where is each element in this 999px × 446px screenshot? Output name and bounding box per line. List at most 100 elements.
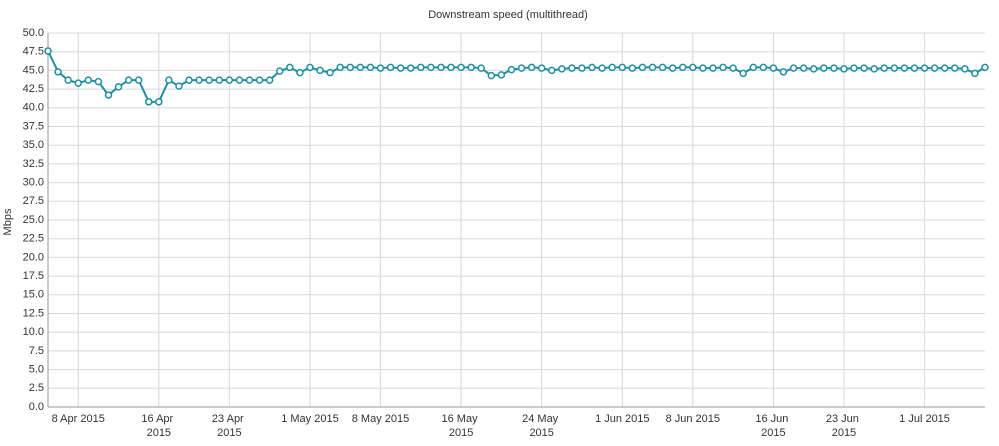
data-point	[356, 63, 365, 72]
data-point	[638, 63, 647, 72]
data-point	[860, 64, 868, 72]
data-point	[789, 64, 798, 72]
chart-title: Downstream speed (multithread)	[428, 9, 588, 21]
data-point	[457, 63, 465, 72]
y-tick-label: 40.0	[23, 102, 44, 114]
data-point	[628, 64, 637, 72]
data-point	[195, 76, 203, 84]
data-point	[527, 63, 536, 72]
data-point	[517, 64, 526, 72]
y-tick-label: 7.5	[29, 345, 44, 357]
data-point	[306, 63, 314, 72]
data-point	[235, 76, 244, 84]
data-point	[840, 65, 848, 73]
data-point	[537, 64, 546, 72]
data-point	[225, 76, 234, 84]
data-point	[74, 79, 82, 87]
y-tick-label: 10.0	[23, 326, 44, 338]
data-point	[699, 64, 707, 72]
data-point	[134, 76, 143, 84]
data-point	[981, 63, 989, 72]
y-tick-label: 20.0	[23, 251, 44, 263]
y-tick-label: 17.5	[23, 270, 44, 282]
data-point	[850, 64, 858, 72]
data-point	[689, 63, 697, 72]
data-point	[376, 64, 385, 72]
x-tick-label: 1 May 2015	[281, 413, 338, 425]
data-point	[386, 63, 395, 72]
data-point	[910, 64, 919, 72]
data-point	[719, 63, 727, 72]
data-point	[44, 47, 52, 55]
data-point	[296, 68, 304, 77]
y-tick-label: 22.5	[23, 233, 44, 245]
x-tick-label: 16 Apr 2015	[141, 413, 176, 439]
data-point	[104, 91, 113, 99]
y-tick-label: 37.5	[23, 120, 44, 132]
data-point	[124, 76, 133, 84]
data-point	[326, 68, 334, 77]
data-point	[215, 76, 224, 84]
y-tick-label: 27.5	[23, 195, 44, 207]
data-point	[406, 64, 415, 72]
data-point	[709, 64, 717, 72]
x-tick-label: 8 Apr 2015	[52, 413, 105, 425]
y-axis-label: Mbps	[2, 208, 14, 235]
y-tick-label: 45.0	[23, 64, 44, 76]
x-tick-label: 23 Jun 2015	[826, 413, 862, 439]
data-point	[366, 63, 375, 72]
x-tick-label: 8 Jun 2015	[666, 413, 720, 425]
x-tick-label: 1 Jul 2015	[899, 413, 950, 425]
data-point	[548, 66, 556, 75]
y-tick-label: 50.0	[23, 27, 44, 39]
data-point	[427, 63, 435, 72]
data-point	[920, 64, 929, 72]
data-point	[447, 63, 455, 72]
y-tick-label: 15.0	[23, 289, 44, 301]
data-point	[668, 64, 677, 72]
data-point	[729, 64, 737, 72]
data-point	[145, 98, 153, 106]
data-point	[930, 64, 939, 72]
data-point	[185, 76, 193, 84]
data-point	[346, 63, 355, 72]
data-point	[678, 63, 687, 72]
data-point	[487, 71, 496, 80]
data-point	[608, 63, 616, 72]
data-line	[47, 50, 986, 103]
data-point	[598, 64, 606, 72]
data-point	[114, 83, 123, 91]
data-point	[286, 63, 294, 72]
y-tick-label: 47.5	[23, 46, 44, 58]
data-point	[809, 65, 818, 73]
x-tick-label: 1 Jun 2015	[595, 413, 649, 425]
data-point	[245, 76, 254, 84]
data-point	[155, 98, 163, 106]
y-tick-label: 0.0	[29, 401, 44, 413]
data-point	[94, 77, 103, 86]
x-tick-label: 8 May 2015	[352, 413, 409, 425]
data-point	[830, 64, 838, 72]
data-point	[940, 64, 949, 72]
data-point	[84, 76, 93, 84]
data-point	[890, 64, 899, 72]
data-point	[316, 66, 324, 75]
y-tick-label: 5.0	[29, 364, 44, 376]
data-point	[820, 64, 828, 72]
y-tick-label: 2.5	[29, 382, 44, 394]
data-point	[477, 64, 485, 72]
data-point	[205, 76, 213, 84]
y-tick-label: 12.5	[23, 307, 44, 319]
data-point	[54, 68, 62, 76]
data-point	[558, 65, 566, 73]
x-tick-label: 24 May 2015	[522, 413, 561, 439]
x-tick-label: 16 May 2015	[442, 413, 481, 439]
y-tick-label: 25.0	[23, 214, 44, 226]
data-point	[64, 76, 72, 84]
data-point	[568, 64, 576, 72]
x-tick-label: 16 Jun 2015	[755, 413, 791, 439]
data-point	[951, 64, 959, 72]
data-point	[467, 63, 475, 72]
y-tick-label: 30.0	[23, 177, 44, 189]
